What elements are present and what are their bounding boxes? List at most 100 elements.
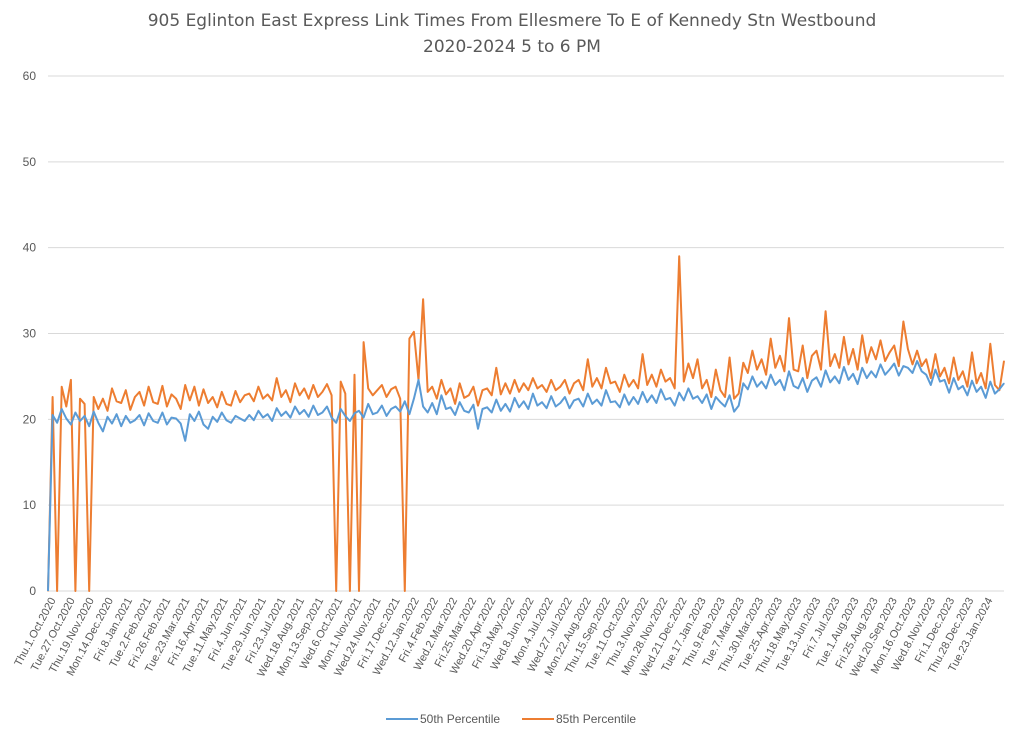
chart-subtitle: 2020-2024 5 to 6 PM [423,37,601,57]
y-tick-label: 40 [23,241,37,255]
data-point [422,298,424,300]
data-point [793,369,795,371]
data-point [719,389,722,391]
data-point [943,367,946,369]
data-point [994,384,996,386]
legend-label-85th: 85th Percentile [556,712,636,726]
data-point [536,387,539,389]
data-point [481,389,484,391]
data-point [857,369,859,371]
data-point [980,372,982,374]
data-point [335,590,337,592]
data-point [65,405,67,408]
data-point [102,398,104,400]
data-point [445,393,447,395]
data-point [193,386,195,388]
data-point [555,389,557,391]
data-point [175,398,177,400]
data-point [454,403,456,405]
data-point [605,367,607,369]
data-point [838,367,840,369]
data-point [889,351,891,353]
data-point [349,590,351,592]
data-point [532,377,534,379]
data-point [267,393,269,395]
data-point [902,320,905,323]
data-point [340,381,342,383]
data-point [221,391,223,393]
data-point [157,403,159,405]
data-point [459,382,461,384]
data-point [953,356,955,359]
data-point [674,387,676,389]
data-point [623,374,625,376]
data-point [344,393,346,395]
data-point [248,393,250,395]
data-point [884,360,886,362]
data-point [84,403,86,405]
data-point [660,369,662,371]
data-point [729,356,731,359]
data-point [390,388,392,390]
data-point [710,396,712,398]
data-point [239,401,241,403]
data-point [683,381,685,383]
data-point [893,344,895,347]
data-point [317,396,319,398]
data-point [427,391,429,393]
data-point [321,391,323,393]
data-point [642,353,644,355]
data-point [738,393,740,395]
data-point [985,387,987,389]
data-point [70,379,72,381]
data-point [870,346,872,348]
data-point [385,396,388,398]
data-point [253,400,255,402]
data-point [202,388,205,390]
data-point [52,396,54,398]
data-point [216,406,218,408]
data-point [161,385,163,387]
data-point [591,386,593,388]
data-point [367,387,369,389]
data-point [925,358,927,360]
data-point [847,363,850,365]
data-point [664,381,667,383]
data-point [299,394,301,396]
data-point [907,348,909,350]
data-point [724,396,726,398]
data-point [962,370,964,372]
data-point [79,398,81,400]
data-point [280,396,282,398]
x-axis: Thu.1.Oct.2020Tue.27.Oct.2020Thu.19.Nov.… [12,596,995,679]
data-point [331,394,333,396]
data-point [152,401,154,403]
data-point [788,317,790,319]
data-point [56,590,58,592]
data-point [600,387,603,389]
data-point [559,386,561,388]
data-point [806,377,808,379]
data-point [326,383,328,385]
data-point [934,353,937,355]
chart-title: 905 Eglinton East Express Link Times Fro… [148,11,877,31]
data-point [701,387,703,389]
data-point [692,377,694,379]
data-point [116,400,118,402]
data-point [93,396,95,398]
data-point [518,391,520,393]
data-point [468,394,470,396]
data-point [129,409,131,411]
data-point [811,355,813,357]
data-point [308,398,310,400]
data-point [774,367,776,369]
data-point [976,382,978,384]
data-point [262,398,264,400]
legend-label-50th: 50th Percentile [420,712,500,726]
data-point [491,394,493,396]
data-point [125,389,127,391]
data-point [431,386,433,388]
data-point [170,393,173,395]
data-point [761,358,763,360]
data-point [477,405,479,407]
